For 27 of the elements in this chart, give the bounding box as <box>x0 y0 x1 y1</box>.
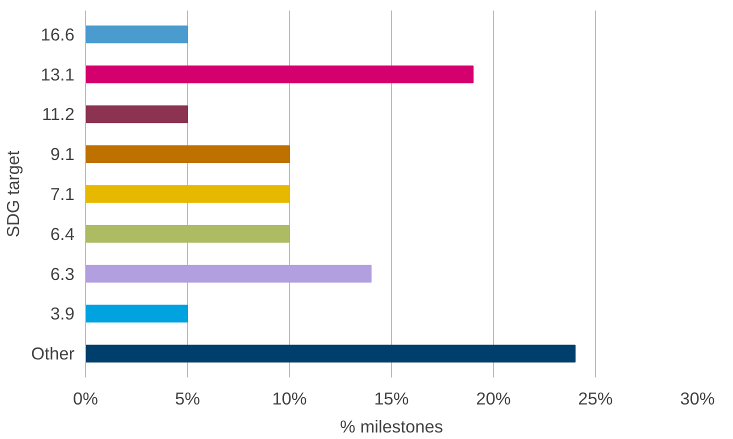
y-axis-title: SDG target <box>3 150 24 238</box>
y-tick-label: 11.2 <box>42 104 75 124</box>
y-tick-label: 3.9 <box>50 304 75 324</box>
bar <box>86 185 290 203</box>
bar <box>86 145 290 163</box>
bar <box>86 304 188 323</box>
bar <box>86 225 290 243</box>
x-tick-label: 0% <box>72 388 98 408</box>
bar <box>86 105 188 124</box>
bar <box>86 344 576 362</box>
x-tick-label: 30% <box>680 388 715 408</box>
x-tick-label: 5% <box>174 388 200 408</box>
x-axis-title: % milestones <box>340 416 444 436</box>
x-tick-label: 10% <box>272 388 307 408</box>
bar <box>86 264 372 283</box>
x-tick-label: 15% <box>374 388 409 408</box>
y-tick-label: 13.1 <box>40 64 75 84</box>
y-tick-label: 6.3 <box>50 264 75 284</box>
x-tick-label: 20% <box>476 388 511 408</box>
y-tick-label: 6.4 <box>50 224 75 244</box>
bar <box>86 26 188 44</box>
y-tick-label: Other <box>31 344 75 364</box>
y-tick-label: 16.6 <box>40 24 75 44</box>
bar <box>86 65 474 84</box>
y-tick-label: 9.1 <box>50 144 75 164</box>
y-tick-label: 7.1 <box>50 184 75 204</box>
x-tick-label: 25% <box>578 388 613 408</box>
